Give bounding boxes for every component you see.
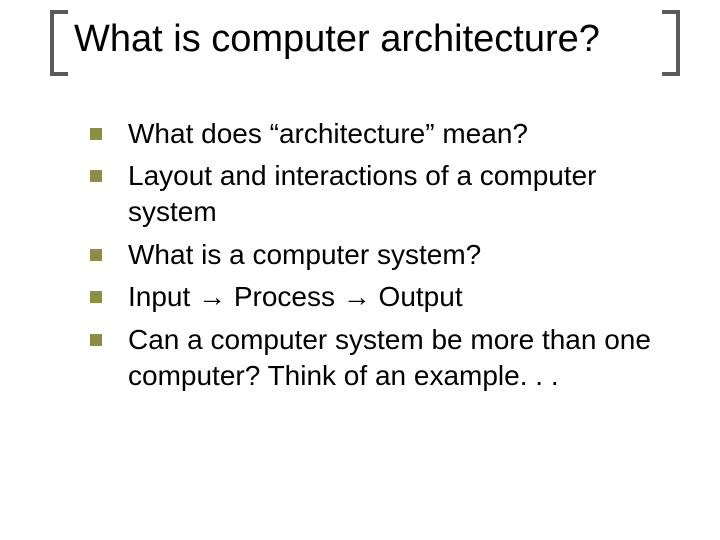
list-item: What does “architecture” mean? (90, 116, 680, 152)
list-item-text: Layout and interactions of a computer sy… (128, 158, 680, 231)
square-bullet-icon (90, 170, 102, 182)
square-bullet-icon (90, 334, 102, 346)
slide: What is computer architecture? What does… (0, 0, 720, 540)
bracket-left-icon (50, 10, 68, 76)
bracket-right-icon (662, 10, 680, 76)
list-item-text: Can a computer system be more than one c… (128, 322, 680, 395)
title-container: What is computer architecture? (50, 10, 680, 76)
list-item-text: What does “architecture” mean? (128, 116, 528, 152)
list-item: What is a computer system? (90, 237, 680, 273)
list-item: Layout and interactions of a computer sy… (90, 158, 680, 231)
list-item-text: Input → Process → Output (128, 279, 463, 315)
square-bullet-icon (90, 249, 102, 261)
square-bullet-icon (90, 128, 102, 140)
slide-title: What is computer architecture? (74, 18, 660, 62)
square-bullet-icon (90, 291, 102, 303)
list-item-text: What is a computer system? (128, 237, 481, 273)
slide-body: What does “architecture” mean? Layout an… (50, 116, 680, 395)
list-item: Can a computer system be more than one c… (90, 322, 680, 395)
list-item: Input → Process → Output (90, 279, 680, 315)
